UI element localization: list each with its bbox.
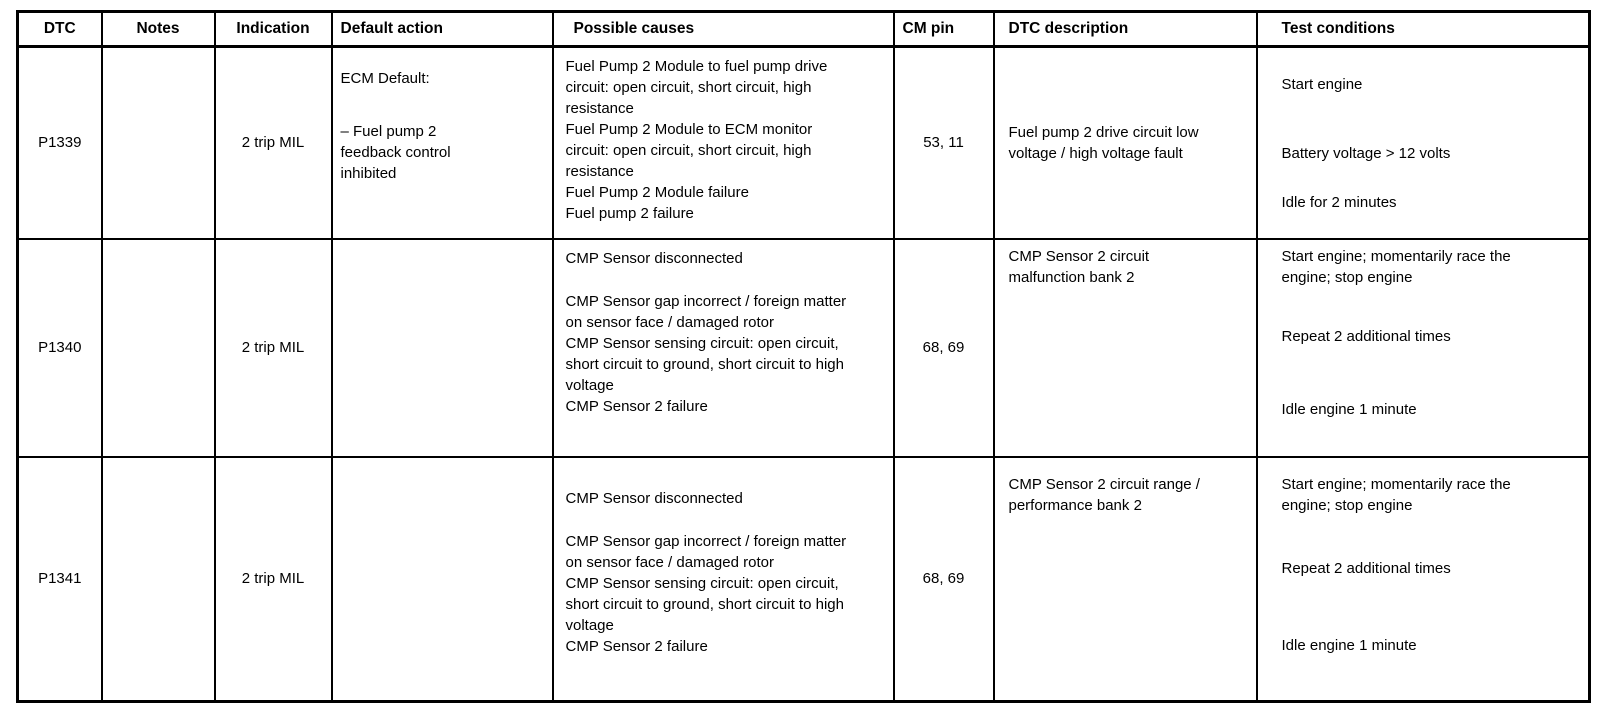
col-header-default-action: Default action	[330, 10, 554, 48]
col-header-indication: Indication	[213, 10, 333, 48]
col-header-dtc: DTC	[16, 10, 103, 48]
col-header-dtc-description: DTC description	[992, 10, 1258, 48]
cell-dtc-description: CMP Sensor 2 circuit malfunction bank 2	[992, 237, 1258, 458]
cell-possible-causes: Fuel Pump 2 Module to fuel pump drive ci…	[551, 45, 895, 240]
cell-dtc-code: P1339	[16, 45, 103, 240]
cell-default-action: ECM Default: – Fuel pump 2 feedback cont…	[330, 45, 554, 240]
col-header-test-conditions: Test conditions	[1255, 10, 1591, 48]
test-condition-item: Start engine; momentarily race the engin…	[1281, 247, 1511, 286]
cause-item: CMP Sensor disconnected	[565, 489, 743, 507]
cell-default-action	[330, 237, 554, 458]
table-row: P1339 2 trip MIL ECM Default: – Fuel pum…	[16, 45, 1591, 240]
test-condition-item: Repeat 2 additional times	[1281, 559, 1451, 577]
cell-dtc-description: CMP Sensor 2 circuit range / performance…	[992, 455, 1258, 703]
test-condition-item: Start engine	[1281, 76, 1363, 93]
test-condition-item: Idle engine 1 minute	[1281, 636, 1417, 654]
col-header-cm-pin: CM pin	[892, 10, 995, 48]
cause-item: CMP Sensor gap incorrect / foreign matte…	[565, 292, 847, 331]
cell-notes	[100, 455, 216, 703]
cell-dtc-code: P1340	[16, 237, 103, 458]
table-row: P1340 2 trip MIL CMP Sensor disconnected…	[16, 237, 1591, 458]
cell-test-conditions: Start engine Battery voltage > 12 volts …	[1255, 45, 1591, 240]
cause-item: Fuel Pump 2 Module to fuel pump drive ci…	[565, 58, 828, 117]
cell-test-conditions: Start engine; momentarily race the engin…	[1255, 455, 1591, 703]
cause-item: CMP Sensor 2 failure	[565, 397, 708, 415]
cause-item: Fuel Pump 2 Module to ECM monitor circui…	[565, 121, 813, 180]
cause-item: CMP Sensor 2 failure	[565, 637, 708, 655]
cell-cm-pin: 68, 69	[892, 237, 995, 458]
cause-item: Fuel Pump 2 Module failure	[565, 184, 749, 201]
test-condition-item: Idle engine 1 minute	[1281, 400, 1417, 418]
cell-indication: 2 trip MIL	[213, 455, 333, 703]
table-row: P1341 2 trip MIL CMP Sensor disconnected…	[16, 455, 1591, 703]
cause-item: CMP Sensor gap incorrect / foreign matte…	[565, 532, 847, 571]
cell-notes	[100, 45, 216, 240]
test-condition-item: Repeat 2 additional times	[1281, 327, 1451, 345]
test-condition-item: Start engine; momentarily race the engin…	[1281, 475, 1511, 514]
default-action-line: – Fuel pump 2 feedback control inhibited	[340, 123, 451, 182]
test-condition-item: Battery voltage > 12 volts	[1281, 145, 1451, 162]
cell-notes	[100, 237, 216, 458]
cell-default-action	[330, 455, 554, 703]
default-action-line: ECM Default:	[340, 70, 430, 87]
test-condition-item: Idle for 2 minutes	[1281, 194, 1397, 211]
cell-cm-pin: 68, 69	[892, 455, 995, 703]
cause-item: Fuel pump 2 failure	[565, 205, 694, 222]
cell-indication: 2 trip MIL	[213, 237, 333, 458]
dtc-description-text: CMP Sensor 2 circuit range / performance…	[1008, 475, 1200, 514]
col-header-possible-causes: Possible causes	[551, 10, 895, 48]
dtc-table: DTC Notes Indication Default action Poss…	[16, 10, 1591, 703]
cell-dtc-code: P1341	[16, 455, 103, 703]
dtc-description-text: CMP Sensor 2 circuit malfunction bank 2	[1008, 247, 1150, 286]
cell-possible-causes: CMP Sensor disconnected CMP Sensor gap i…	[551, 237, 895, 458]
cause-item: CMP Sensor sensing circuit: open circuit…	[565, 574, 844, 634]
cause-item: CMP Sensor disconnected	[565, 249, 743, 267]
cause-item: CMP Sensor sensing circuit: open circuit…	[565, 334, 844, 394]
cell-indication: 2 trip MIL	[213, 45, 333, 240]
cell-possible-causes: CMP Sensor disconnected CMP Sensor gap i…	[551, 455, 895, 703]
cell-test-conditions: Start engine; momentarily race the engin…	[1255, 237, 1591, 458]
col-header-notes: Notes	[100, 10, 216, 48]
dtc-description-text: Fuel pump 2 drive circuit low voltage / …	[1008, 123, 1199, 162]
header-row: DTC Notes Indication Default action Poss…	[16, 10, 1591, 48]
cell-dtc-description: Fuel pump 2 drive circuit low voltage / …	[992, 45, 1258, 240]
cell-cm-pin: 53, 11	[892, 45, 995, 240]
